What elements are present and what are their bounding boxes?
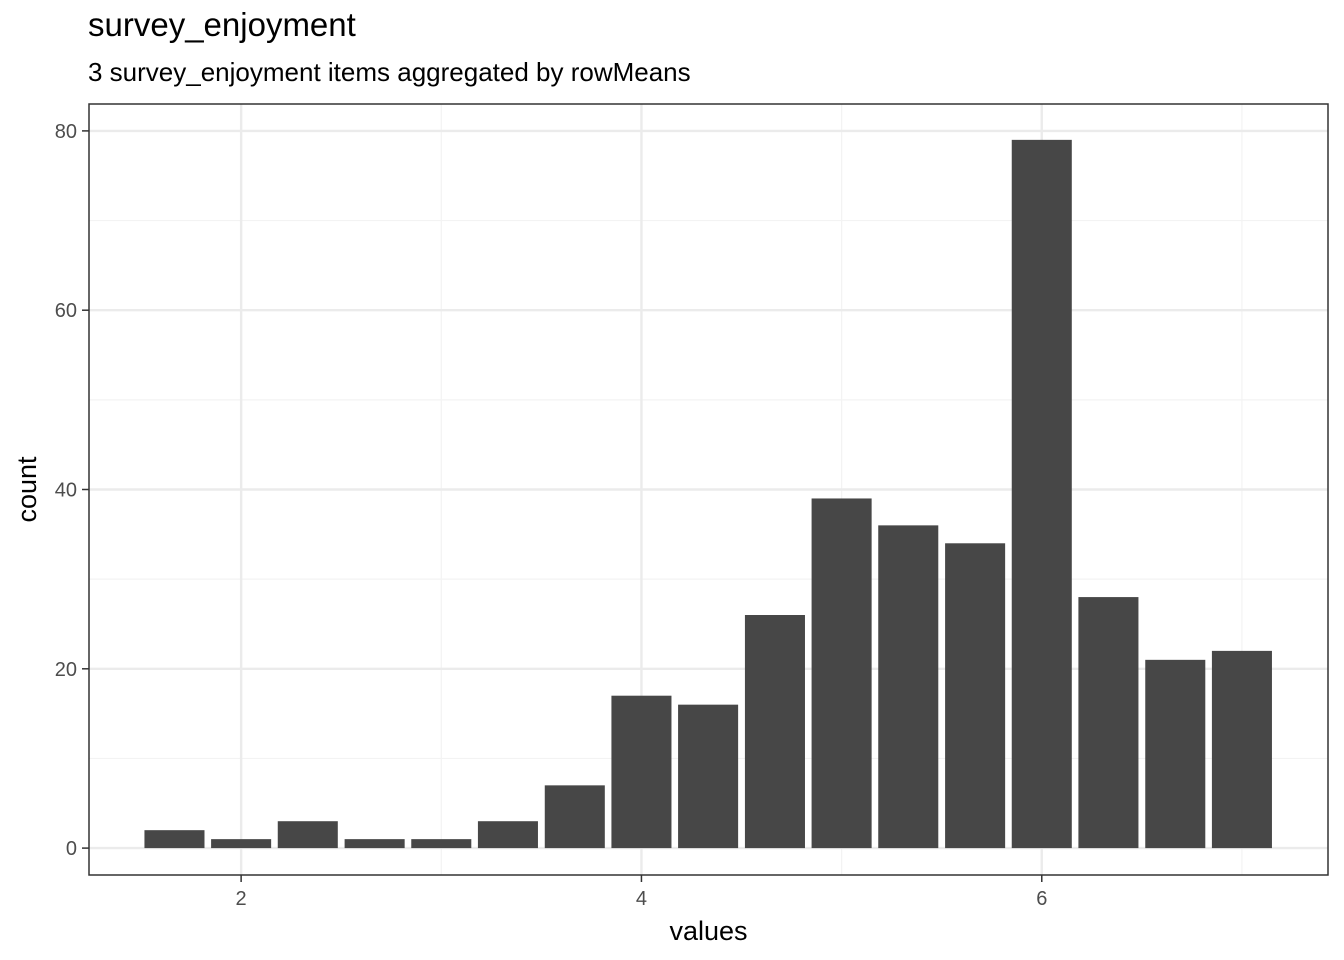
x-axis-title: values bbox=[669, 916, 747, 946]
histogram-bar bbox=[344, 839, 405, 849]
histogram-bar bbox=[477, 821, 538, 849]
histogram-bar bbox=[1078, 597, 1139, 849]
y-tick-label: 40 bbox=[55, 480, 77, 502]
histogram-bar bbox=[411, 839, 472, 849]
chart-title: survey_enjoyment bbox=[88, 6, 356, 43]
x-tick-label: 2 bbox=[236, 888, 247, 910]
histogram-bar bbox=[878, 525, 939, 849]
grid-lines bbox=[89, 104, 1328, 875]
histogram-bar bbox=[611, 695, 672, 849]
histogram-bar bbox=[945, 543, 1006, 849]
x-tick-label: 6 bbox=[1036, 888, 1047, 910]
histogram-bar bbox=[1145, 659, 1206, 849]
histogram-bar bbox=[1011, 139, 1072, 849]
histogram-bar bbox=[811, 498, 872, 849]
histogram-bar bbox=[744, 615, 805, 849]
chart-subtitle: 3 survey_enjoyment items aggregated by r… bbox=[88, 57, 691, 87]
x-tick-label: 4 bbox=[636, 888, 647, 910]
histogram-bar bbox=[678, 704, 739, 849]
bars bbox=[144, 139, 1272, 849]
histogram-bar bbox=[1211, 650, 1272, 849]
y-tick-label: 0 bbox=[66, 838, 77, 860]
histogram-bar bbox=[144, 830, 205, 849]
histogram-bar bbox=[211, 839, 272, 849]
histogram-bar bbox=[277, 821, 338, 849]
y-tick-label: 20 bbox=[55, 659, 77, 681]
y-tick-label: 80 bbox=[55, 121, 77, 143]
y-axis-title: count bbox=[12, 456, 42, 523]
histogram-bar bbox=[544, 785, 605, 849]
y-tick-label: 60 bbox=[55, 300, 77, 322]
